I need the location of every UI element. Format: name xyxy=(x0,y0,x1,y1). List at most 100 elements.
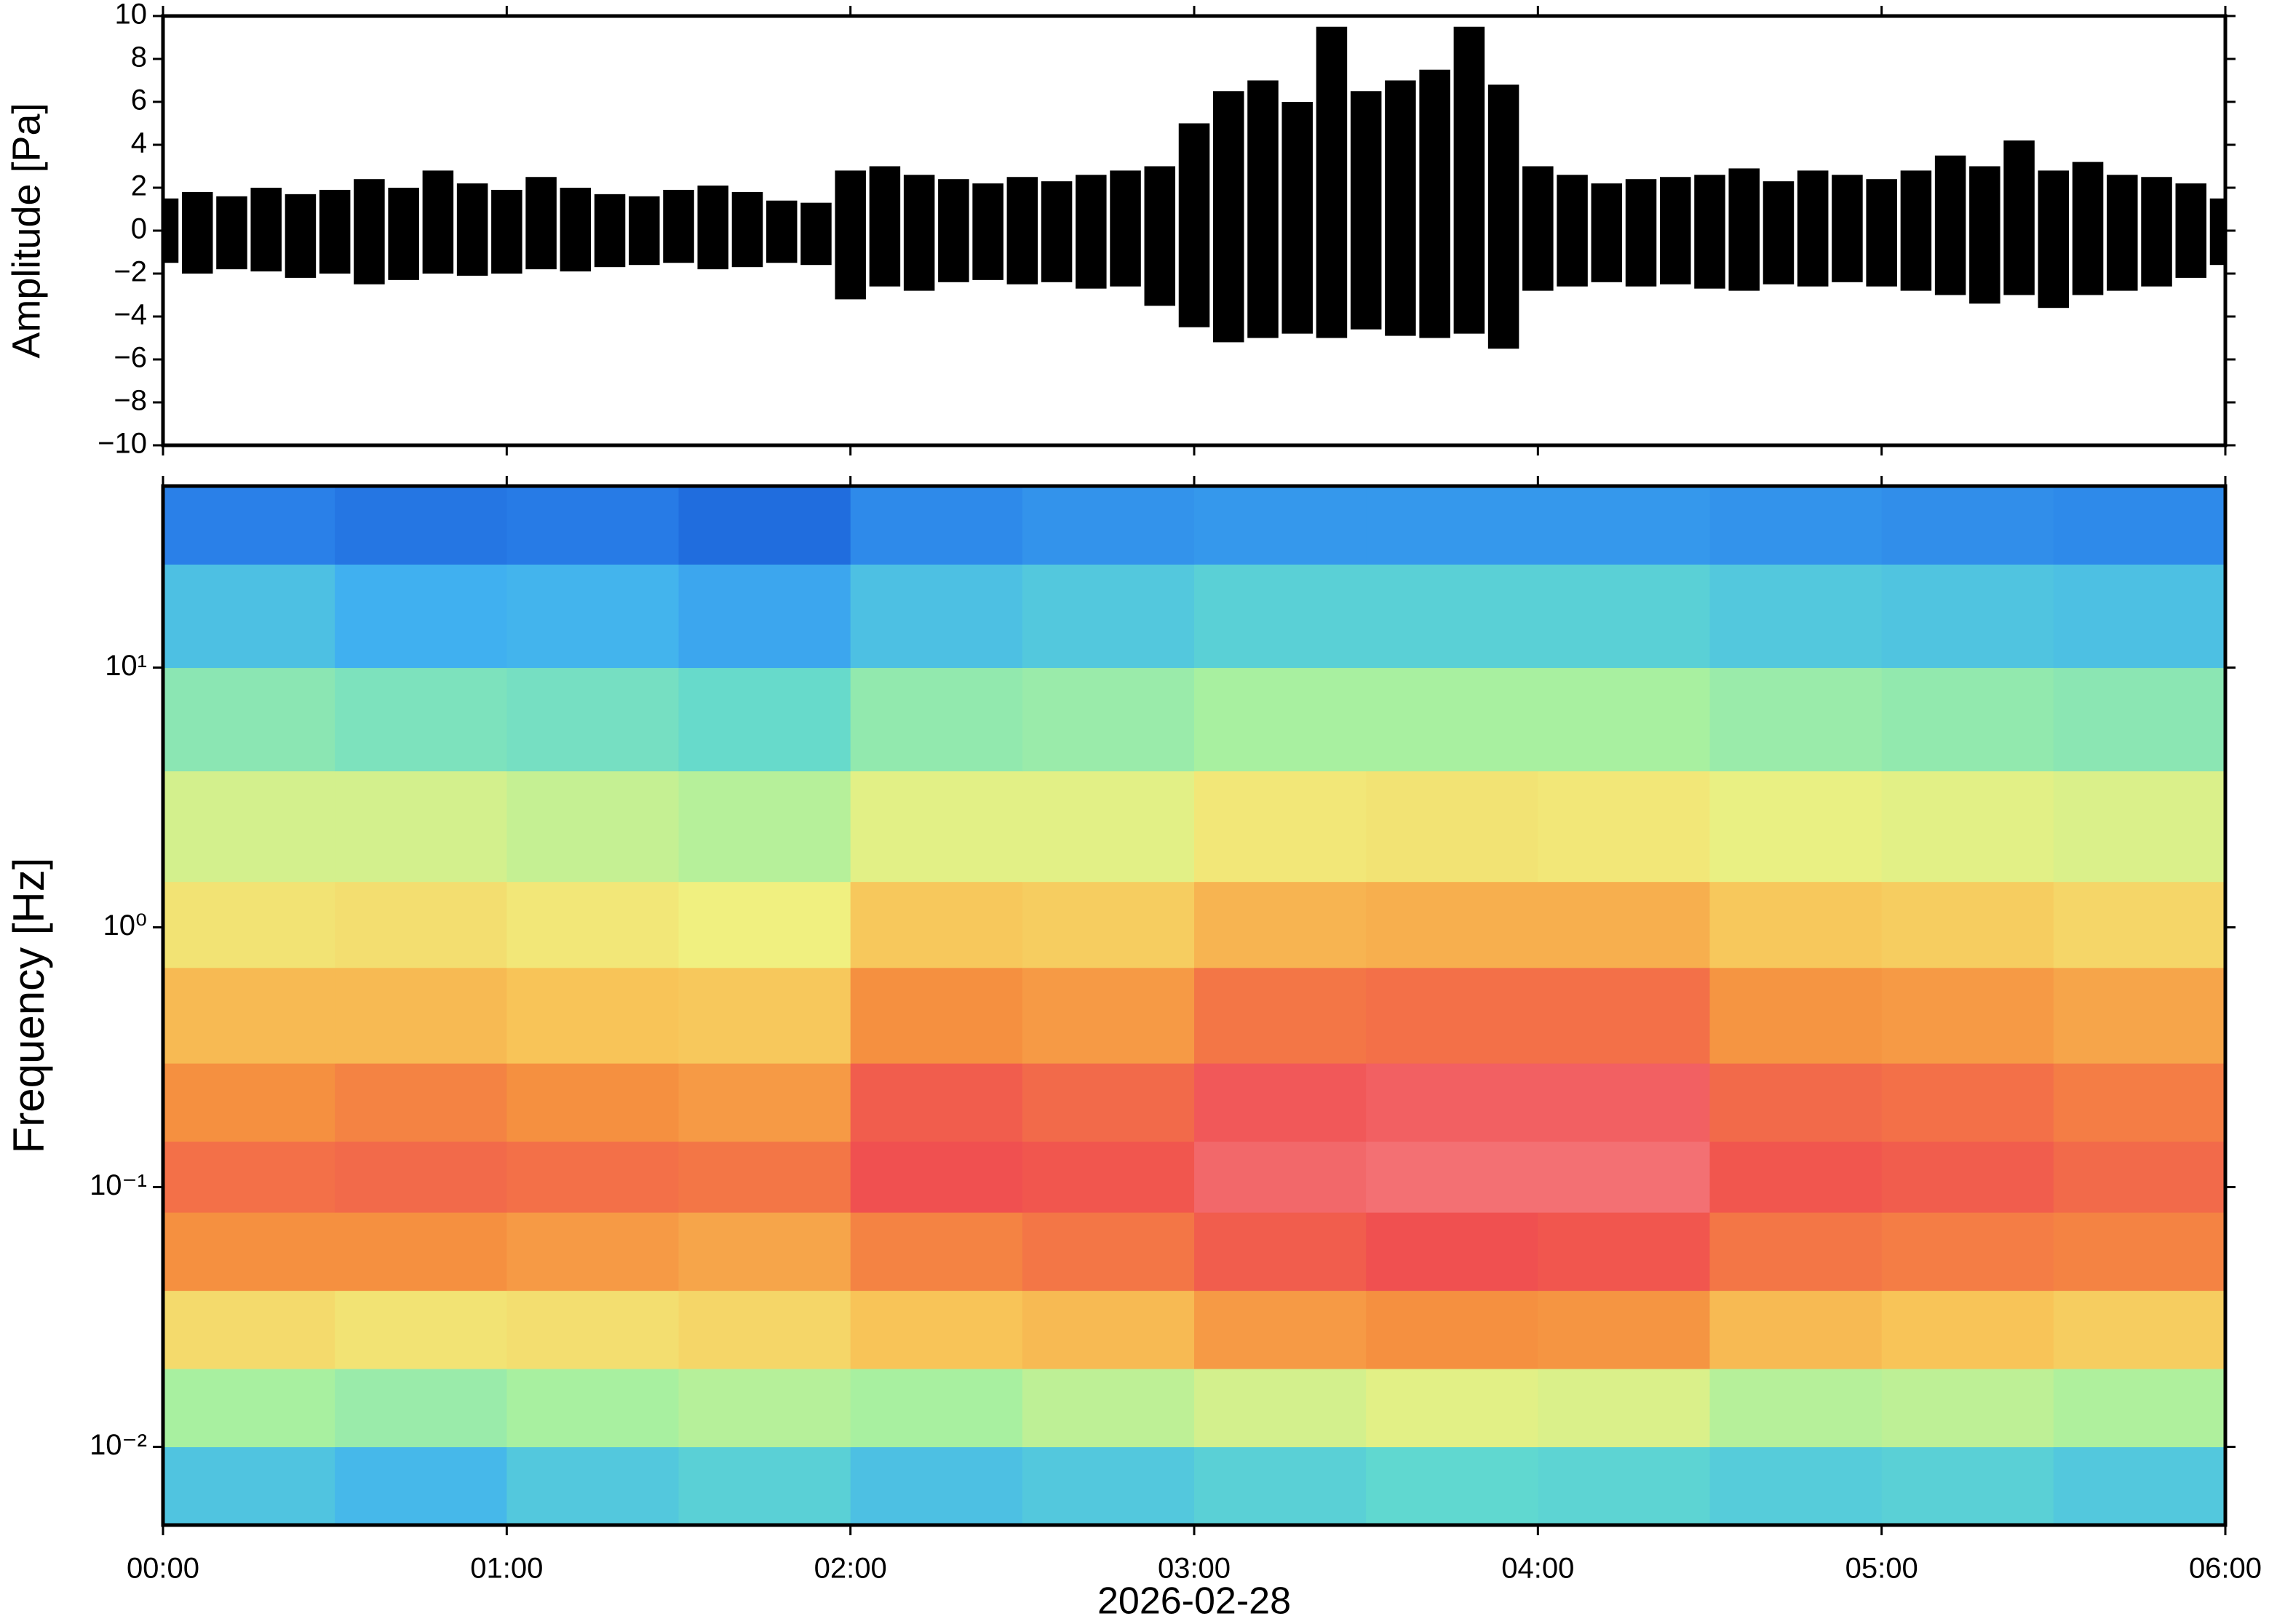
spectrogram-cell xyxy=(1194,564,1367,669)
amplitude-envelope xyxy=(1625,179,1657,287)
spectrogram-cell xyxy=(506,1446,679,1525)
spectrogram-cell xyxy=(678,1446,851,1525)
spectrogram-cell xyxy=(506,486,679,565)
spectrogram-cell xyxy=(163,1141,335,1213)
spectrogram-cell xyxy=(506,667,679,772)
amplitude-envelope xyxy=(663,189,694,263)
x-tick-label: 03:00 xyxy=(1158,1553,1231,1585)
spectrogram-cell xyxy=(1538,667,1710,772)
spectrogram-cell xyxy=(506,1369,679,1448)
spectrogram-cell xyxy=(1881,1446,2054,1525)
y-tick-label: 6 xyxy=(131,84,147,116)
spectrogram-cell xyxy=(506,771,679,883)
x-tick-label: 04:00 xyxy=(1501,1553,1574,1585)
y-tick-label: 0 xyxy=(131,213,147,245)
spectrogram-cell xyxy=(1366,1446,1538,1525)
spectrogram-cell xyxy=(1881,771,2054,883)
spectrogram-cell xyxy=(1366,881,1538,968)
amplitude-envelope xyxy=(1247,80,1279,338)
spectrogram-cell xyxy=(850,1290,1023,1369)
amplitude-envelope xyxy=(1178,123,1210,327)
spectrogram-cell xyxy=(335,1446,507,1525)
spectrogram-cell xyxy=(850,881,1023,968)
spectrogram-cell xyxy=(1022,1141,1195,1213)
spectrogram-cell xyxy=(163,1369,335,1448)
amplitude-envelope xyxy=(319,189,351,274)
spectrogram-cell xyxy=(163,1446,335,1525)
spectrogram-cell xyxy=(1538,967,1710,1064)
spectrogram-cell xyxy=(850,1369,1023,1448)
amplitude-envelope xyxy=(1076,175,1107,289)
spectrogram-cell xyxy=(1366,1141,1538,1213)
spectrogram-cell xyxy=(506,967,679,1064)
amplitude-envelope xyxy=(2003,140,2035,295)
spectrogram-cell xyxy=(2053,1290,2225,1369)
y-tick-label: 4 xyxy=(131,127,147,159)
spectrogram-cell xyxy=(1022,1212,1195,1291)
spectrogram-cell xyxy=(335,486,507,565)
plot-area xyxy=(163,26,2225,349)
spectrogram-cell xyxy=(1022,967,1195,1064)
amplitude-envelope xyxy=(1694,175,1725,289)
spectrogram-cell xyxy=(1366,967,1538,1064)
spectrogram-cell xyxy=(1881,486,2054,565)
spectrogram-cell xyxy=(1022,667,1195,772)
spectrogram-cell xyxy=(1022,881,1195,968)
spectrogram-cell xyxy=(1194,667,1367,772)
spectrogram-cell xyxy=(163,1290,335,1369)
amplitude-envelope xyxy=(731,191,763,268)
x-axis-label: 2026-02-28 xyxy=(1097,1580,1291,1623)
spectrogram-cell xyxy=(2053,881,2225,968)
spectrogram-cell xyxy=(1022,486,1195,565)
amplitude-envelope xyxy=(491,189,522,274)
amplitude-envelope xyxy=(1900,170,1932,291)
spectrogram-cell xyxy=(1709,881,1883,968)
spectrogram-cell xyxy=(1881,564,2054,669)
spectrogram-cell xyxy=(1538,564,1710,669)
spectrogram-cell xyxy=(335,1369,507,1448)
spectrogram-cell xyxy=(163,486,335,565)
spectrogram-cell xyxy=(335,1212,507,1291)
spectrogram-cell xyxy=(1366,771,1538,883)
spectrogram-cell xyxy=(335,967,507,1064)
spectrogram-cell xyxy=(850,1446,1023,1525)
spectrogram-cell xyxy=(678,1063,851,1142)
amplitude-envelope xyxy=(1419,69,1450,338)
spectrogram-cell xyxy=(1709,1141,1883,1213)
y-tick-label: −10 xyxy=(98,428,147,460)
amplitude-envelope xyxy=(2209,198,2225,266)
spectrogram-cell xyxy=(335,667,507,772)
spectrogram-cell xyxy=(1709,1063,1883,1142)
amplitude-envelope xyxy=(1866,179,1897,287)
amplitude-envelope xyxy=(1797,170,1829,287)
spectrogram-cell xyxy=(1709,564,1883,669)
spectrogram-cell xyxy=(506,1141,679,1213)
amplitude-envelope xyxy=(903,175,935,291)
spectrogram-cell xyxy=(678,771,851,883)
y-tick-label: 2 xyxy=(131,170,147,202)
amplitude-envelope xyxy=(2175,183,2207,278)
spectrogram-cell xyxy=(2053,486,2225,565)
spectrogram-cell xyxy=(1709,1369,1883,1448)
amplitude-envelope xyxy=(1316,26,1348,338)
amplitude-envelope xyxy=(2107,175,2138,291)
x-tick-label: 02:00 xyxy=(814,1553,887,1585)
amplitude-envelope xyxy=(1660,177,1691,284)
amplitude-envelope xyxy=(2072,162,2104,295)
amplitude-envelope xyxy=(972,183,1004,280)
spectrogram-cell xyxy=(1709,1290,1883,1369)
spectrogram-cell xyxy=(1194,1063,1367,1142)
amplitude-envelope xyxy=(1041,181,1073,282)
y-axis-label: Frequency [Hz] xyxy=(4,858,53,1154)
y-tick-label: −4 xyxy=(114,299,147,331)
spectrogram-cell xyxy=(1881,1141,2054,1213)
y-tick-label: 10 xyxy=(115,0,148,31)
spectrogram-cell xyxy=(1538,1063,1710,1142)
amplitude-envelope xyxy=(697,186,728,270)
amplitude-envelope xyxy=(1763,181,1795,284)
spectrogram-cell xyxy=(1709,667,1883,772)
spectrogram-cell xyxy=(850,1063,1023,1142)
spectrogram-cell xyxy=(1881,1212,2054,1291)
amplitude-envelope xyxy=(456,183,488,276)
